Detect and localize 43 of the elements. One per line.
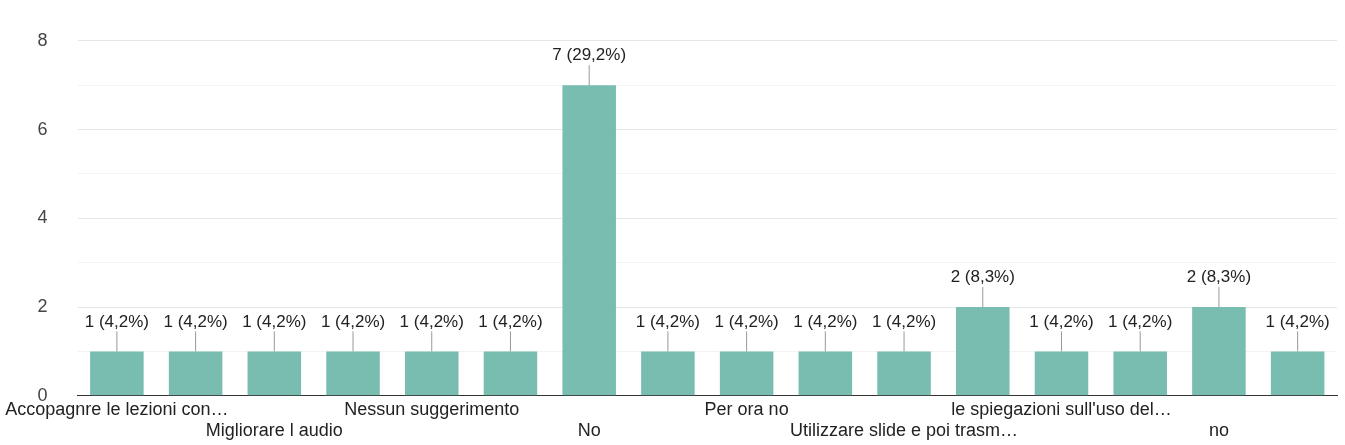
data-label: 1 (4,2%) [793, 311, 858, 331]
y-tick-label: 6 [37, 118, 48, 139]
y-tick-label: 2 [37, 296, 48, 317]
data-label: 2 (8,3%) [950, 267, 1015, 287]
bar [404, 351, 459, 396]
data-label: 1 (4,2%) [1265, 311, 1330, 331]
x-tick-label: Nessun suggerimento [344, 398, 520, 419]
bar [1113, 351, 1167, 396]
y-tick-label: 4 [37, 207, 48, 228]
bar [168, 351, 223, 396]
x-tick-label: Utilizzare slide e poi trasm… [790, 420, 1019, 441]
data-label: 1 (4,2%) [242, 311, 307, 331]
bar [90, 351, 144, 396]
data-label: 1 (4,2%) [478, 311, 543, 331]
bar [1270, 351, 1325, 396]
data-label: 1 (4,2%) [635, 311, 701, 331]
bar [247, 351, 302, 396]
bar [562, 85, 616, 396]
data-label: 1 (4,2%) [163, 311, 228, 331]
bar [483, 351, 538, 396]
x-tick-label: No [577, 420, 601, 441]
bar [641, 351, 695, 396]
data-label: 1 (4,2%) [714, 311, 779, 331]
bar [326, 351, 380, 396]
x-tick-label: no [1208, 420, 1229, 441]
bar [877, 351, 931, 396]
bar [719, 351, 774, 396]
data-label: 1 (4,2%) [399, 311, 464, 331]
bar [1192, 307, 1246, 396]
bar [798, 351, 853, 396]
x-tick-label: Per ora no [704, 398, 789, 419]
data-label: 1 (4,2%) [1029, 311, 1094, 331]
x-tick-label: le spiegazioni sull'uso del… [951, 398, 1172, 419]
bar [956, 307, 1010, 396]
y-tick-label: 8 [37, 29, 48, 50]
data-label: 1 (4,2%) [320, 311, 386, 331]
bar [1034, 351, 1089, 396]
data-label: 1 (4,2%) [84, 311, 149, 331]
data-label: 1 (4,2%) [1108, 311, 1173, 331]
data-label: 1 (4,2%) [871, 311, 937, 331]
x-tick-label: Migliorare l audio [205, 420, 343, 441]
data-label: 2 (8,3%) [1186, 267, 1252, 287]
data-label: 7 (29,2%) [552, 45, 627, 65]
